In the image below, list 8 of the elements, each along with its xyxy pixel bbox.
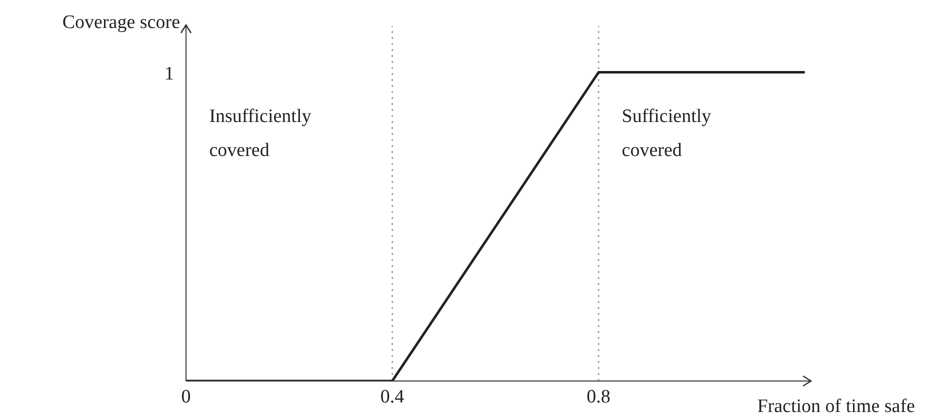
x-axis-title: Fraction of time safe [757,396,915,416]
annotation: Insufficiently covered [209,106,312,161]
x-tick-label: 0 [181,386,191,408]
x-tick-label: 0.4 [380,386,405,408]
y-axis-title: Coverage score [62,12,180,33]
annotation: Sufficiently covered [622,106,712,161]
text: 1 [164,63,174,84]
x-tick-label: 0.8 [586,386,610,408]
